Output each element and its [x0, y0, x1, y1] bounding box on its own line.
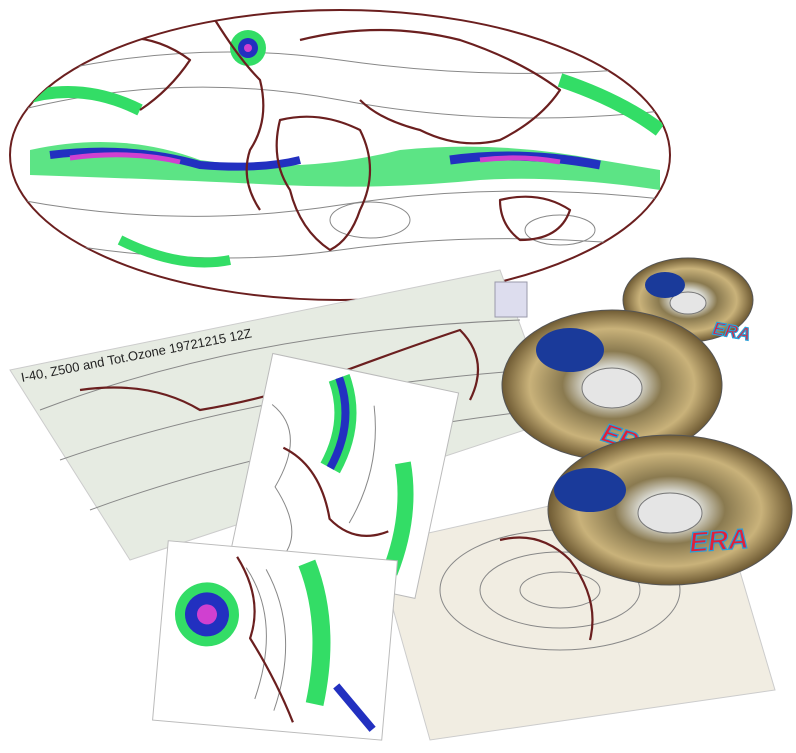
legend-box — [494, 281, 528, 318]
map-sheet — [152, 540, 398, 741]
map-sheet — [228, 352, 460, 599]
world-map — [9, 9, 671, 301]
cd-label: ERA — [688, 523, 749, 558]
cd-label: ERA — [711, 318, 752, 344]
cd: ERA — [547, 434, 793, 586]
